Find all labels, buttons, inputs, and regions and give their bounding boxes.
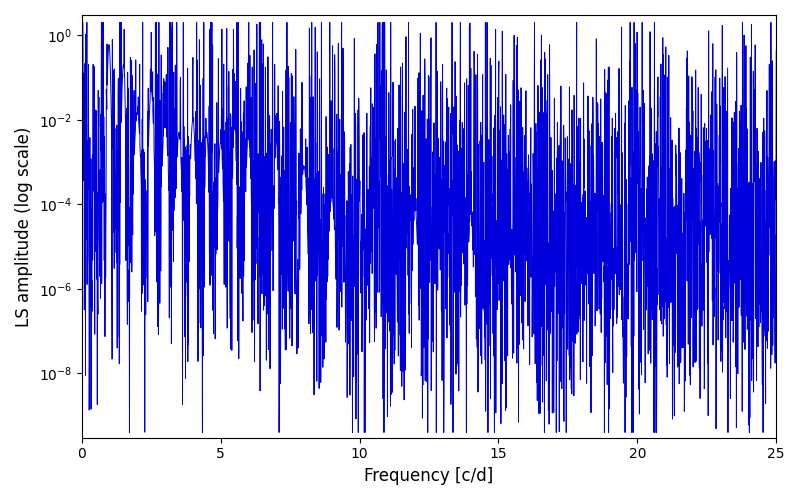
Y-axis label: LS amplitude (log scale): LS amplitude (log scale) [15,126,33,326]
X-axis label: Frequency [c/d]: Frequency [c/d] [364,467,494,485]
